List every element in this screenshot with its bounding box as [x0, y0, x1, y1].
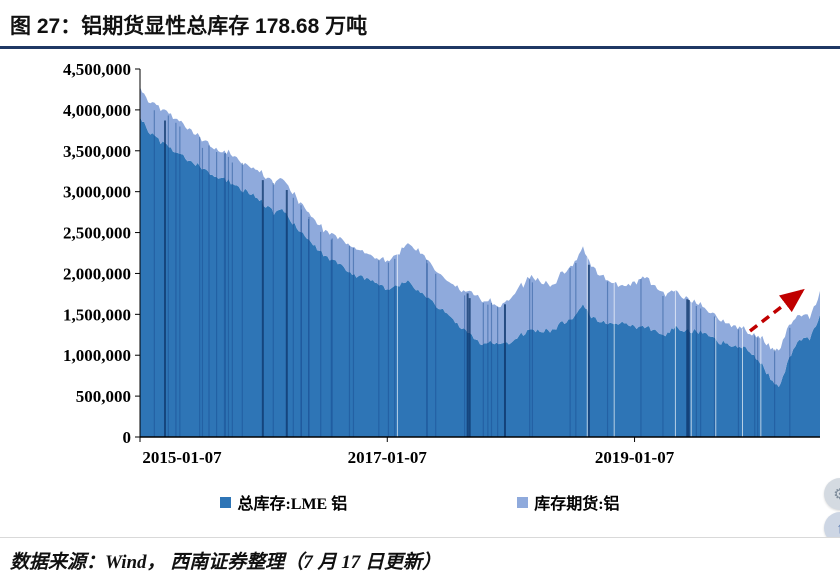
area-chart-canvas: 0 500,000 1,000,000 1,500,000 2,000,000 2,500… [63, 60, 820, 467]
arrow-up-icon: ↑ [836, 519, 840, 537]
svg-text:2017-01-07: 2017-01-07 [348, 448, 428, 467]
legend-item-shfe: 库存期货:铝 [517, 490, 620, 514]
svg-text:0: 0 [123, 428, 132, 447]
chart-legend: 总库存:LME 铝 库存期货:铝 [12, 490, 828, 514]
svg-text:2015-01-07: 2015-01-07 [142, 448, 222, 467]
inventory-area-chart: 0 500,000 1,000,000 1,500,000 2,000,000 2,500… [12, 59, 828, 514]
floating-button-scroll-top[interactable]: ↑ [824, 512, 840, 544]
source-note: 数据来源：Wind， 西南证券整理（7 月 17 日更新） [10, 552, 442, 573]
title-divider [0, 46, 840, 49]
gear-icon: ⚙ [833, 486, 840, 503]
legend-swatch-shfe [517, 496, 529, 508]
legend-label-lme: 总库存:LME 铝 [237, 496, 348, 513]
legend-item-lme: 总库存:LME 铝 [220, 490, 347, 514]
floating-button-gear[interactable]: ⚙ [824, 478, 840, 510]
svg-text:500,000: 500,000 [76, 387, 131, 406]
legend-swatch-lme [220, 496, 232, 508]
svg-text:4,000,000: 4,000,000 [63, 101, 131, 120]
svg-text:2019-01-07: 2019-01-07 [595, 448, 675, 467]
svg-text:2,500,000: 2,500,000 [63, 224, 131, 243]
svg-text:2,000,000: 2,000,000 [63, 264, 131, 283]
svg-text:3,500,000: 3,500,000 [63, 142, 131, 161]
svg-text:4,500,000: 4,500,000 [63, 60, 131, 79]
trend-arrow-annotation [748, 288, 805, 333]
svg-text:1,500,000: 1,500,000 [63, 305, 131, 324]
legend-label-shfe: 库存期货:铝 [534, 496, 620, 513]
figure-title: 图 27：铝期货显性总库存 178.68 万吨 [10, 15, 368, 38]
svg-text:3,000,000: 3,000,000 [63, 183, 131, 202]
source-footer: 数据来源：Wind， 西南证券整理（7 月 17 日更新） [0, 537, 840, 586]
svg-text:1,000,000: 1,000,000 [63, 346, 131, 365]
